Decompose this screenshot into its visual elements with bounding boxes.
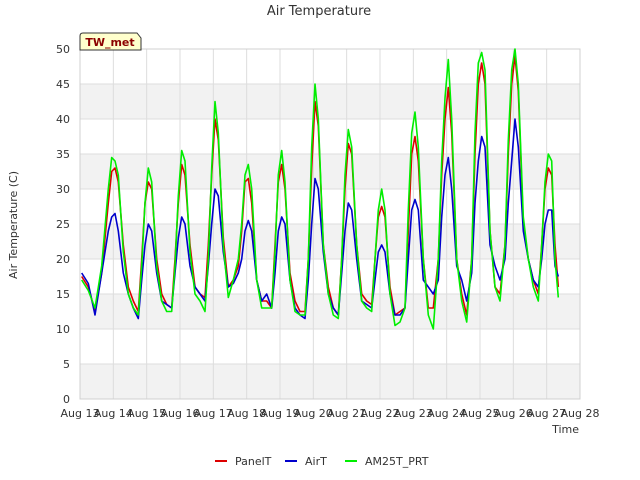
y-axis-ticks: 0 5 10 15 20 25 30 35 40 45 50 <box>56 43 70 406</box>
x-tick-label: Aug 23 <box>394 407 433 420</box>
background-band <box>80 364 580 399</box>
x-tick-label: Aug 21 <box>327 407 366 420</box>
x-tick-label: Aug 15 <box>127 407 166 420</box>
plot-frame <box>79 48 581 400</box>
x-tick-label: Aug 18 <box>227 407 266 420</box>
legend-label: PanelT <box>235 455 272 468</box>
y-tick-label: 10 <box>56 323 70 336</box>
y-tick-label: 25 <box>56 218 70 231</box>
y-tick-label: 15 <box>56 288 70 301</box>
chart-title: Air Temperature <box>267 4 371 19</box>
x-tick-label: Aug 19 <box>261 407 300 420</box>
x-tick-label: Aug 24 <box>427 407 466 420</box>
y-tick-label: 45 <box>56 78 70 91</box>
y-tick-label: 50 <box>56 43 70 56</box>
x-tick-label: Aug 26 <box>494 407 533 420</box>
legend: PanelT AirT AM25T_PRT <box>215 455 429 468</box>
x-tick-label: Aug 17 <box>194 407 233 420</box>
series-layer <box>81 48 560 330</box>
x-tick-label: Aug 13 <box>61 407 100 420</box>
station-badge-label: TW_met <box>85 36 134 49</box>
y-tick-label: 0 <box>63 393 70 406</box>
legend-label: AM25T_PRT <box>365 455 429 468</box>
x-tick-label: Aug 27 <box>527 407 566 420</box>
y-tick-label: 40 <box>56 113 70 126</box>
background-band <box>80 224 580 259</box>
y-tick-label: 5 <box>63 358 70 371</box>
y-tick-label: 30 <box>56 183 70 196</box>
y-tick-label: 35 <box>56 148 70 161</box>
x-tick-label: Aug 22 <box>361 407 400 420</box>
x-axis-label: Time <box>551 423 579 436</box>
x-tick-label: Aug 20 <box>294 407 333 420</box>
grid-lines <box>79 48 581 400</box>
y-axis-label: Air Temperature (C) <box>7 171 20 279</box>
legend-label: AirT <box>305 455 327 468</box>
x-tick-label: Aug 25 <box>461 407 500 420</box>
x-tick-label: Aug 28 <box>561 407 600 420</box>
background-band <box>80 154 580 189</box>
x-tick-label: Aug 16 <box>161 407 200 420</box>
station-badge: TW_met <box>79 32 142 51</box>
background-band <box>80 84 580 119</box>
series-line-am25t-prt <box>81 48 560 330</box>
background-bands <box>80 84 580 399</box>
y-tick-label: 20 <box>56 253 70 266</box>
station-badge-box <box>79 32 142 51</box>
x-tick-label: Aug 14 <box>94 407 133 420</box>
